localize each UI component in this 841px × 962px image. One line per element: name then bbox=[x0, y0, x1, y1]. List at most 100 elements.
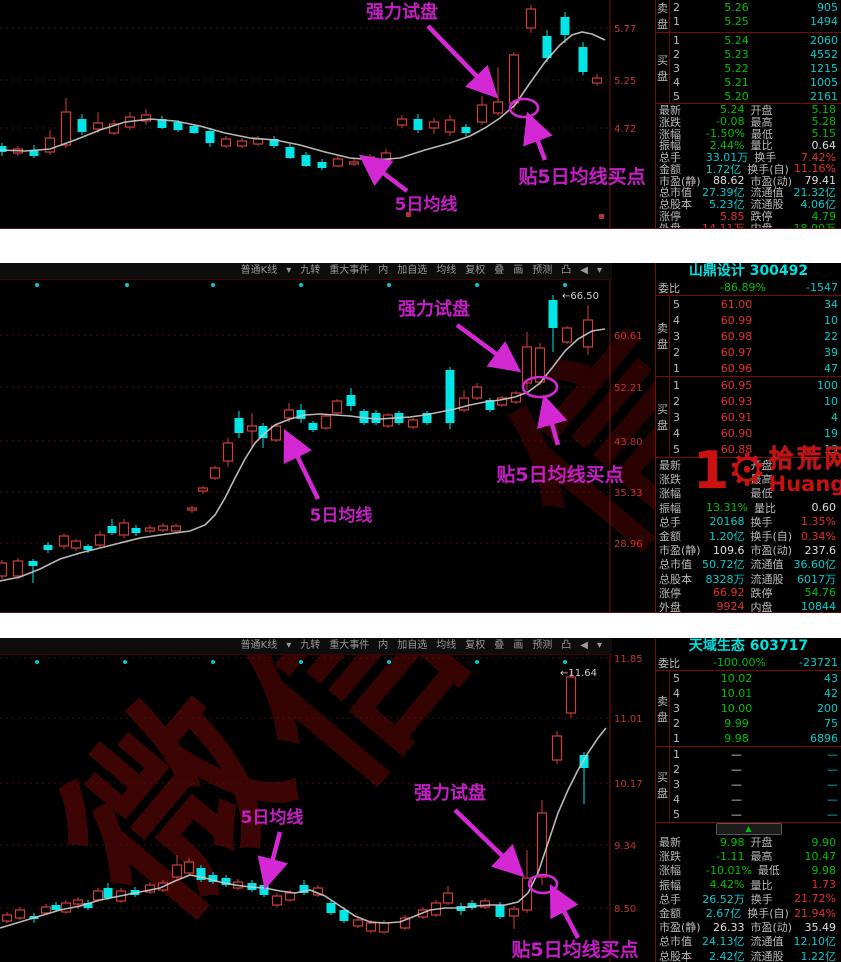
toolbar-item[interactable]: 重大事件 bbox=[329, 640, 370, 651]
y-axis-label: 11.85 bbox=[614, 654, 643, 665]
toolbar-item[interactable]: 画 bbox=[513, 265, 524, 276]
toolbar-item[interactable]: 复权 bbox=[465, 640, 486, 651]
quote-info-row: 金额 1.72亿 换手(自) 11.16% bbox=[659, 162, 836, 176]
sell-orders-group: 卖盘 bbox=[656, 671, 670, 746]
annotation-text: 强力试盘 bbox=[398, 298, 470, 320]
order-book-row[interactable]: 5 10.02 43 bbox=[673, 672, 838, 685]
quote-info-row: 涨幅 -1.50% 最低 5.15 bbox=[659, 127, 836, 141]
order-book-row[interactable]: 5— — bbox=[673, 808, 838, 821]
toolbar-item[interactable]: 内 bbox=[378, 265, 389, 276]
order-book-row[interactable]: 4 5.21 1005 bbox=[673, 75, 838, 89]
toolbar-item[interactable]: 预测 bbox=[532, 265, 553, 276]
y-axis-label: 4.72 bbox=[614, 124, 636, 135]
toolbar-item[interactable]: 凸 bbox=[561, 265, 572, 276]
toolbar-item[interactable]: 九转 bbox=[300, 265, 321, 276]
y-axis-label: 52.21 bbox=[614, 383, 643, 394]
annotation-arrow bbox=[358, 154, 409, 193]
order-book-row[interactable]: 2 60.97 39 bbox=[673, 345, 838, 359]
order-book-row[interactable]: 4 10.01 42 bbox=[673, 687, 838, 700]
annotation-text: 贴5日均线买点 bbox=[518, 165, 645, 188]
buy-orders-group: 买盘 bbox=[656, 377, 670, 457]
annotation-arrow bbox=[453, 808, 525, 878]
order-book-row[interactable]: 4 60.99 10 bbox=[673, 313, 838, 327]
toolbar-item[interactable]: ▾ bbox=[286, 640, 292, 651]
toolbar-item[interactable]: 普通K线 bbox=[240, 265, 278, 276]
order-book-row[interactable]: 5 60.88 13 bbox=[673, 442, 838, 456]
toolbar-item[interactable]: 内 bbox=[378, 640, 389, 651]
stock-title: 山鼎设计 300492 bbox=[688, 263, 809, 279]
order-book-row[interactable]: 1 5.25 1494 bbox=[673, 14, 838, 28]
annotation-text: 强力试盘 bbox=[414, 782, 486, 804]
price-marker-label: ←66.50 bbox=[562, 291, 599, 302]
order-book-row[interactable]: 2 5.23 4552 bbox=[673, 47, 838, 61]
annotation-text: 强力试盘 bbox=[366, 1, 438, 23]
sell-orders-group: 卖盘 bbox=[657, 0, 670, 32]
toolbar-item[interactable]: 加自选 bbox=[397, 265, 428, 276]
toolbar-item[interactable]: 叠 bbox=[494, 640, 505, 651]
toolbar-item[interactable]: 均线 bbox=[436, 640, 457, 651]
toolbar-item[interactable]: ◀ bbox=[580, 265, 588, 276]
y-axis-label: 5.25 bbox=[614, 76, 636, 87]
buy-orders-group: 买盘 bbox=[656, 747, 670, 822]
toolbar-item[interactable]: 叠 bbox=[494, 265, 505, 276]
order-book-row[interactable]: 4— — bbox=[673, 793, 838, 806]
toolbar-item[interactable]: ▾ bbox=[596, 640, 602, 651]
quote-info-row: 涨停 5.85 跌停 4.79 bbox=[659, 209, 836, 224]
order-book-row[interactable]: 1 60.95 100 bbox=[673, 378, 838, 392]
toolbar-item[interactable]: 凸 bbox=[561, 640, 572, 651]
order-book-row[interactable]: 5 5.20 2161 bbox=[673, 89, 838, 103]
order-book-row[interactable]: 2 60.93 10 bbox=[673, 394, 838, 408]
expand-arrow-button[interactable]: ▲ bbox=[715, 823, 782, 835]
quote-info-row: 涨跌 -1.11 最高 10.47 bbox=[659, 849, 836, 864]
y-axis-label: 28.96 bbox=[614, 539, 643, 550]
annotation-text: 5日均线 bbox=[395, 194, 458, 215]
buy-point-circle-annotation bbox=[527, 873, 559, 895]
order-book-row[interactable]: 5 61.00 34 bbox=[673, 297, 838, 311]
order-book-row[interactable]: 3 60.98 22 bbox=[673, 329, 838, 343]
toolbar-item[interactable]: 复权 bbox=[465, 265, 486, 276]
toolbar-item[interactable]: 均线 bbox=[436, 265, 457, 276]
toolbar-item[interactable]: 普通K线 bbox=[240, 640, 278, 651]
toolbar-item[interactable]: ▾ bbox=[286, 265, 292, 276]
quote-info-row: 总手 20168 换手 1.35% bbox=[659, 515, 836, 529]
order-book-row[interactable]: 1 9.98 6896 bbox=[673, 732, 838, 745]
annotation-arrow bbox=[283, 428, 321, 500]
quote-panel: 天域生态 603717 委比 -100.00% -23721 卖盘 5 10.02 43 4 10… bbox=[655, 638, 841, 962]
order-book-row[interactable]: 3 5.22 1215 bbox=[673, 61, 838, 75]
quote-info-row: 涨停 66.92 跌停 54.76 bbox=[659, 586, 836, 600]
quote-info-row: 外盘 14.11万 内盘 18.90万 bbox=[659, 221, 836, 229]
order-book-row[interactable]: 1 60.96 47 bbox=[673, 361, 838, 375]
quote-info-row: 总股本 8328万 流通股 6017万 bbox=[659, 572, 836, 586]
y-axis-label: 9.34 bbox=[614, 841, 636, 852]
toolbar-item[interactable]: 预测 bbox=[532, 640, 553, 651]
annotation-arrow bbox=[523, 111, 553, 161]
order-book-row[interactable]: 2— — bbox=[673, 763, 838, 776]
toolbar-item[interactable]: 加自选 bbox=[397, 640, 428, 651]
order-book-row[interactable]: 3— — bbox=[673, 778, 838, 791]
toolbar-item[interactable]: ▾ bbox=[596, 265, 602, 276]
stock-title: 天域生态 603717 bbox=[688, 638, 809, 654]
order-book-row[interactable]: 3 10.00 200 bbox=[673, 702, 838, 715]
y-axis-label: 43.80 bbox=[614, 437, 643, 448]
annotation-arrow bbox=[537, 394, 568, 446]
y-axis-label: 5.77 bbox=[614, 24, 636, 35]
gear-icon: ⚙ bbox=[727, 445, 767, 496]
order-book-row[interactable]: 1— — bbox=[673, 748, 838, 761]
quote-info-row: 涨幅 最低 bbox=[659, 487, 773, 501]
quote-info-row: 振幅 13.31% 量比 0.60 bbox=[659, 501, 836, 515]
order-book-row[interactable]: 1 5.24 2060 bbox=[673, 33, 838, 47]
ma5-line bbox=[0, 328, 606, 582]
order-book-row[interactable]: 2 5.26 905 bbox=[673, 0, 838, 14]
quote-info-row: 涨跌 -0.08 最高 5.28 bbox=[659, 115, 836, 129]
toolbar-item[interactable]: 九转 bbox=[300, 640, 321, 651]
toolbar-item[interactable]: 画 bbox=[513, 640, 524, 651]
order-book-row[interactable]: 4 60.90 19 bbox=[673, 426, 838, 440]
order-book-row[interactable]: 2 9.99 75 bbox=[673, 717, 838, 730]
order-book-row[interactable]: 3 60.91 4 bbox=[673, 410, 838, 424]
toolbar-item[interactable]: ◀ bbox=[580, 640, 588, 651]
toolbar-item[interactable]: 重大事件 bbox=[329, 265, 370, 276]
